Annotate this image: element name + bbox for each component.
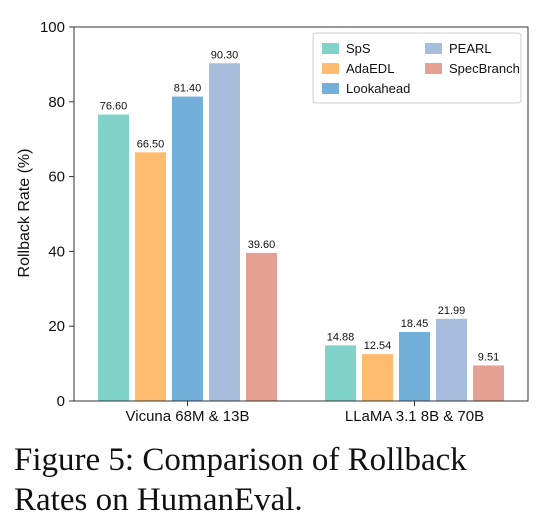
legend-swatch-lookahead bbox=[322, 83, 339, 94]
bar-lookahead bbox=[399, 331, 430, 401]
legend-label-specbranch: SpecBranch bbox=[449, 61, 520, 76]
bar-value-label: 14.88 bbox=[327, 331, 355, 343]
bar-sps bbox=[98, 114, 129, 402]
plot-area: 0 20 40 60 80 100 76.60 66.50 81.40 90.30 39.60 Vic… bbox=[40, 19, 504, 425]
bar-pearl bbox=[436, 318, 467, 401]
x-tick-label: LLaMA 3.1 8B & 70B bbox=[345, 408, 484, 425]
legend-swatch-sps bbox=[322, 43, 339, 54]
plot-frame bbox=[73, 26, 529, 402]
legend-label-pearl: PEARL bbox=[449, 41, 492, 56]
legend-swatch-adaedl bbox=[322, 63, 339, 74]
bar-specbranch bbox=[246, 252, 277, 401]
legend-label-lookahead: Lookahead bbox=[346, 81, 410, 96]
bar-value-label: 39.60 bbox=[248, 239, 276, 251]
y-axis-label: Rollback Rate (%) bbox=[16, 149, 33, 278]
legend-swatch-pearl bbox=[425, 43, 442, 54]
bar-sps bbox=[325, 345, 356, 401]
y-tick-label: 40 bbox=[48, 243, 65, 260]
y-tick-label: 20 bbox=[48, 318, 65, 335]
bar-value-label: 21.99 bbox=[438, 305, 466, 317]
legend-swatch-specbranch bbox=[425, 63, 442, 74]
bar-specbranch bbox=[473, 365, 504, 401]
bar-lookahead bbox=[172, 96, 203, 402]
legend-box bbox=[312, 32, 522, 104]
bar-value-label: 76.60 bbox=[100, 101, 128, 113]
figure-caption: Figure 5: Comparison of Rollback Rates o… bbox=[14, 442, 467, 518]
legend: SpS AdaEDL Lookahead PEARL SpecBranch bbox=[312, 32, 522, 104]
bar-value-label: 9.51 bbox=[478, 351, 499, 363]
bar-value-label: 18.45 bbox=[401, 318, 429, 330]
bar-adaedl bbox=[362, 354, 393, 401]
y-tick-label: 80 bbox=[48, 94, 65, 111]
bar-adaedl bbox=[135, 152, 166, 401]
bar-value-label: 12.54 bbox=[364, 340, 392, 352]
bar-value-label: 81.40 bbox=[174, 83, 202, 95]
y-tick-label: 0 bbox=[57, 393, 65, 410]
legend-label-sps: SpS bbox=[346, 41, 371, 56]
bar-value-label: 66.50 bbox=[137, 138, 165, 150]
y-tick-label: 100 bbox=[40, 19, 65, 36]
bar-value-label: 90.30 bbox=[211, 49, 239, 61]
x-tick-label: Vicuna 68M & 13B bbox=[126, 408, 250, 425]
bar-pearl bbox=[209, 63, 240, 401]
bar-chart: Rollback Rate (%) 0 20 40 60 80 100 76.60 66.50… bbox=[16, 19, 529, 425]
y-tick-label: 60 bbox=[48, 169, 65, 186]
legend-label-adaedl: AdaEDL bbox=[346, 61, 394, 76]
